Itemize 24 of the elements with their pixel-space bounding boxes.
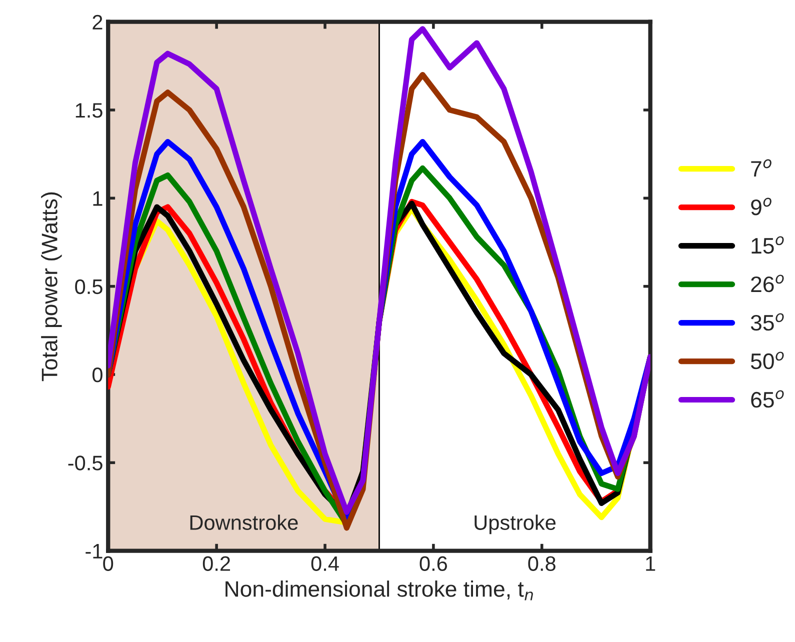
y-tick-label: 1.5	[76, 103, 102, 118]
legend-label: 50$^{o}$	[750, 352, 784, 370]
y-tick-label: 0	[92, 368, 102, 382]
y-tick-label: 1	[93, 191, 102, 206]
legend-label: 35$^{o}$	[750, 313, 784, 331]
x-axis-title: Non-dimensional stroke time, t$_{n}$	[226, 580, 533, 600]
x-tick-label: 0.6	[420, 556, 447, 571]
y-tick-label: -1	[86, 544, 102, 558]
legend-label: 65$^{o}$	[751, 390, 784, 408]
legend-label: 15$^{o}$	[752, 236, 784, 254]
x-tick-label: 0.4	[311, 556, 339, 571]
y-tick-label: -0.5	[68, 456, 102, 470]
x-tick-label: 1	[646, 556, 656, 571]
x-tick-label: 0	[103, 556, 114, 571]
y-tick-label: 0.5	[75, 279, 102, 294]
y-tick-label: 2	[92, 14, 102, 30]
legend-label: 26$^{o}$	[751, 274, 784, 292]
x-tick-label: 0.8	[528, 556, 556, 571]
annotation: Downstroke	[190, 514, 298, 530]
annotation: Upstroke	[474, 514, 556, 534]
legend-label: 7$^{o}$	[751, 159, 772, 176]
legend-label: 9$^{o}$	[751, 198, 772, 216]
y-axis-title: Total power (Watts)	[41, 192, 62, 382]
x-tick-label: 0.2	[202, 556, 230, 571]
